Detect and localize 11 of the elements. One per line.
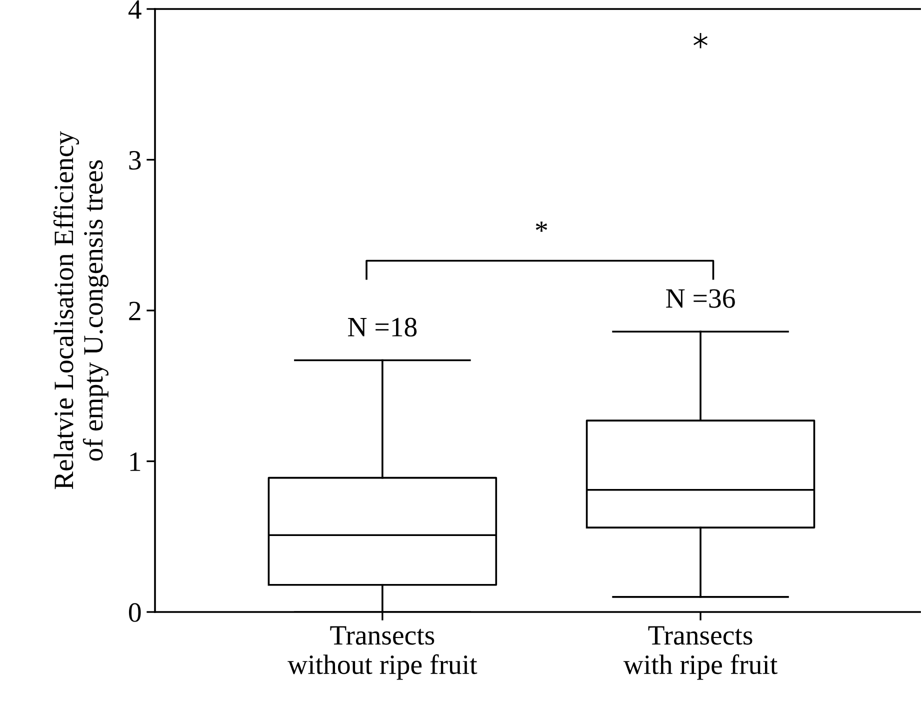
x-tick-label: Transects with ripe fruit bbox=[623, 626, 778, 680]
y-tick-label: 2 bbox=[129, 302, 140, 320]
y-axis-title: Relatvie Localisation Efficiency of empty U.congensis trees bbox=[53, 131, 108, 490]
x-tick-label: Transects without ripe fruit bbox=[288, 626, 478, 680]
y-tick-label: 4 bbox=[128, 0, 142, 19]
y-tick-label: 1 bbox=[130, 452, 140, 471]
annotation: * bbox=[536, 222, 548, 232]
annotation: N =18 bbox=[348, 318, 417, 337]
y-tick-label: 0 bbox=[128, 603, 141, 622]
y-tick-label: 3 bbox=[129, 150, 141, 170]
annotation: N =36 bbox=[666, 289, 735, 308]
